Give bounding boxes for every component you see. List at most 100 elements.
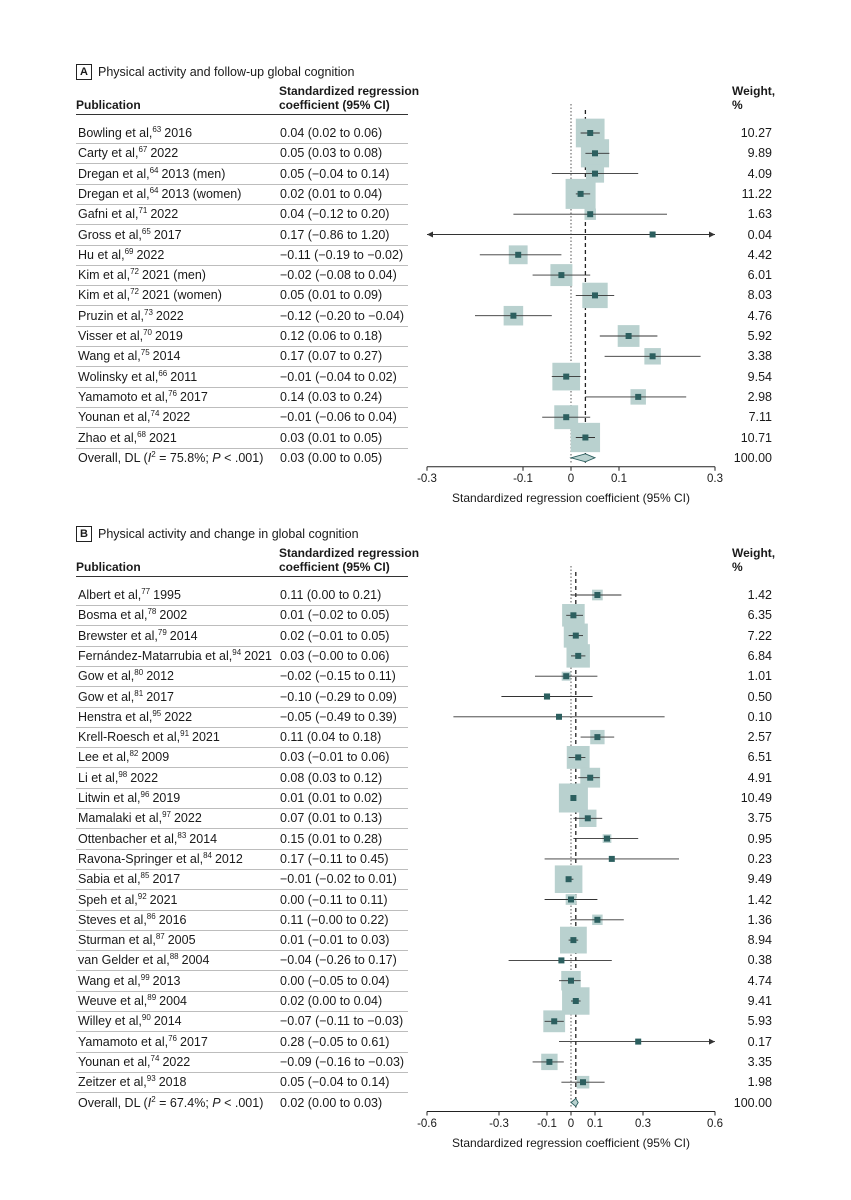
study-ref: 63: [152, 125, 162, 134]
col-header-weight-line1: Weight,: [732, 546, 776, 560]
overall-p-symbol: P: [212, 450, 221, 465]
study-weight: 6.35: [747, 608, 772, 623]
row-rule: [76, 1051, 408, 1053]
study-ref: 81: [134, 688, 144, 698]
study-weight: 4.76: [747, 308, 772, 323]
study-ref: 97: [162, 810, 171, 820]
study-weight: 4.74: [747, 973, 772, 988]
study-year: 2017: [180, 389, 208, 404]
point-estimate: [551, 1018, 558, 1025]
row-rule: [76, 787, 408, 789]
study-label: Wolinsky et al,66 2011: [78, 368, 197, 384]
row-rule: [76, 889, 408, 891]
study-author: Willey et al,: [78, 1014, 142, 1029]
study-ci-text: 0.02 (0.00 to 0.04): [280, 994, 383, 1008]
study-label: Sabia et al,85 2017: [78, 872, 180, 887]
study-label: Kim et al,72 2021 (men): [78, 267, 206, 283]
point-estimate: [649, 231, 656, 238]
row-rule: [76, 767, 408, 769]
study-label: Litwin et al,96 2019: [78, 791, 180, 806]
panel-letter: B: [76, 526, 92, 542]
study-year: 2022: [162, 1054, 191, 1069]
point-estimate: [587, 774, 594, 781]
row-rule: [76, 143, 408, 144]
point-estimate: [625, 333, 632, 339]
study-ref: 64: [149, 185, 159, 195]
study-author: Visser et al,: [78, 329, 144, 343]
point-estimate: [568, 977, 574, 984]
study-label: Yamamoto et al,76 2017: [78, 1034, 208, 1049]
study-label: Gross et al,65 2017: [78, 227, 182, 242]
study-ref: 68: [137, 429, 146, 439]
study-ci-text: −0.09 (−0.16 to −0.03): [280, 1054, 405, 1069]
row-rule: [76, 346, 408, 347]
study-author: Ravona-Springer et al,: [78, 851, 204, 866]
study-weight: 6.84: [747, 648, 772, 663]
point-estimate: [580, 1079, 586, 1086]
study-weight: 6.51: [747, 750, 772, 765]
study-ref: 78: [147, 607, 157, 617]
study-label: Dregan et al,64 2013 (women): [78, 185, 241, 201]
row-rule: [76, 203, 408, 205]
row-rule: [76, 1031, 408, 1033]
x-tick-label: -0.3: [489, 1117, 509, 1130]
study-weight: 9.89: [747, 146, 772, 161]
point-estimate: [568, 896, 574, 903]
study-author: Gafni et al,: [78, 207, 139, 222]
study-author: Kim et al,: [78, 268, 131, 283]
study-author: Sabia et al,: [78, 872, 141, 887]
study-ref: 79: [157, 627, 167, 637]
study-ref: 72: [130, 267, 140, 277]
study-weight: 9.54: [747, 369, 772, 384]
study-year: 2021: [149, 892, 178, 907]
point-estimate: [556, 713, 562, 720]
study-weight: 1.63: [747, 207, 772, 222]
study-ci-text: 0.05 (0.01 to 0.09): [280, 288, 383, 303]
row-rule: [76, 325, 408, 327]
study-ci-text: 0.03 (0.01 to 0.05): [280, 430, 383, 445]
study-ci-text: −0.01 (−0.02 to 0.01): [280, 872, 397, 887]
study-year: 2013: [152, 973, 181, 988]
point-estimate: [582, 434, 589, 441]
study-year: 2018: [158, 1075, 187, 1090]
study-ci-text: 0.11 (−0.00 to 0.22): [280, 912, 389, 927]
point-estimate: [575, 652, 582, 659]
study-author: Brewster et al,: [78, 628, 158, 643]
study-label: Ravona-Springer et al,84 2012: [78, 851, 243, 866]
point-estimate: [563, 414, 570, 421]
row-rule: [76, 1092, 408, 1094]
study-ci-text: −0.01 (−0.04 to 0.02): [280, 369, 397, 384]
study-ref: 89: [147, 993, 157, 1002]
study-ref: 66: [158, 368, 168, 378]
study-weight: 3.38: [747, 349, 772, 364]
study-ci-text: 0.02 (−0.01 to 0.05): [280, 628, 390, 643]
row-rule: [76, 929, 408, 931]
study-ci-text: 0.07 (0.01 to 0.13): [280, 811, 383, 826]
i2-superscript: 2: [151, 1094, 156, 1104]
overall-p-value: < .001): [220, 1095, 264, 1110]
forest-plot: [426, 104, 716, 471]
study-weight: 5.93: [747, 1014, 772, 1029]
point-estimate: [635, 1038, 642, 1045]
study-weight: 3.35: [747, 1054, 772, 1069]
study-ci-text: 0.28 (−0.05 to 0.61): [280, 1034, 390, 1049]
study-ci-text: 0.17 (0.07 to 0.27): [280, 349, 383, 364]
study-author: Pruzin et al,: [78, 308, 145, 323]
study-weight: 0.17: [747, 1034, 772, 1049]
study-ci-text: 0.17 (−0.86 to 1.20): [280, 227, 390, 242]
x-tick-label: 0.3: [635, 1117, 651, 1130]
point-estimate: [546, 1058, 553, 1065]
col-header-coef-line1: Standardized regression: [279, 546, 420, 560]
study-author: Li et al,: [78, 770, 119, 785]
col-header-weight-line2: %: [732, 98, 743, 112]
overall-i2-symbol: I: [147, 450, 152, 465]
study-ref: 98: [118, 769, 128, 779]
study-year: 2013 (men): [161, 166, 226, 181]
study-author: Gow et al,: [78, 689, 135, 704]
overall-label: Overall, DL (I2 = 75.8%; P < .001): [78, 450, 263, 465]
study-author: Yamamoto et al,: [78, 1034, 169, 1049]
study-ref: 75: [140, 348, 150, 358]
study-year: 1995: [153, 588, 181, 602]
x-axis-title: Standardized regression coefficient (95%…: [452, 1135, 690, 1150]
x-tick-label: 0.1: [611, 472, 627, 485]
